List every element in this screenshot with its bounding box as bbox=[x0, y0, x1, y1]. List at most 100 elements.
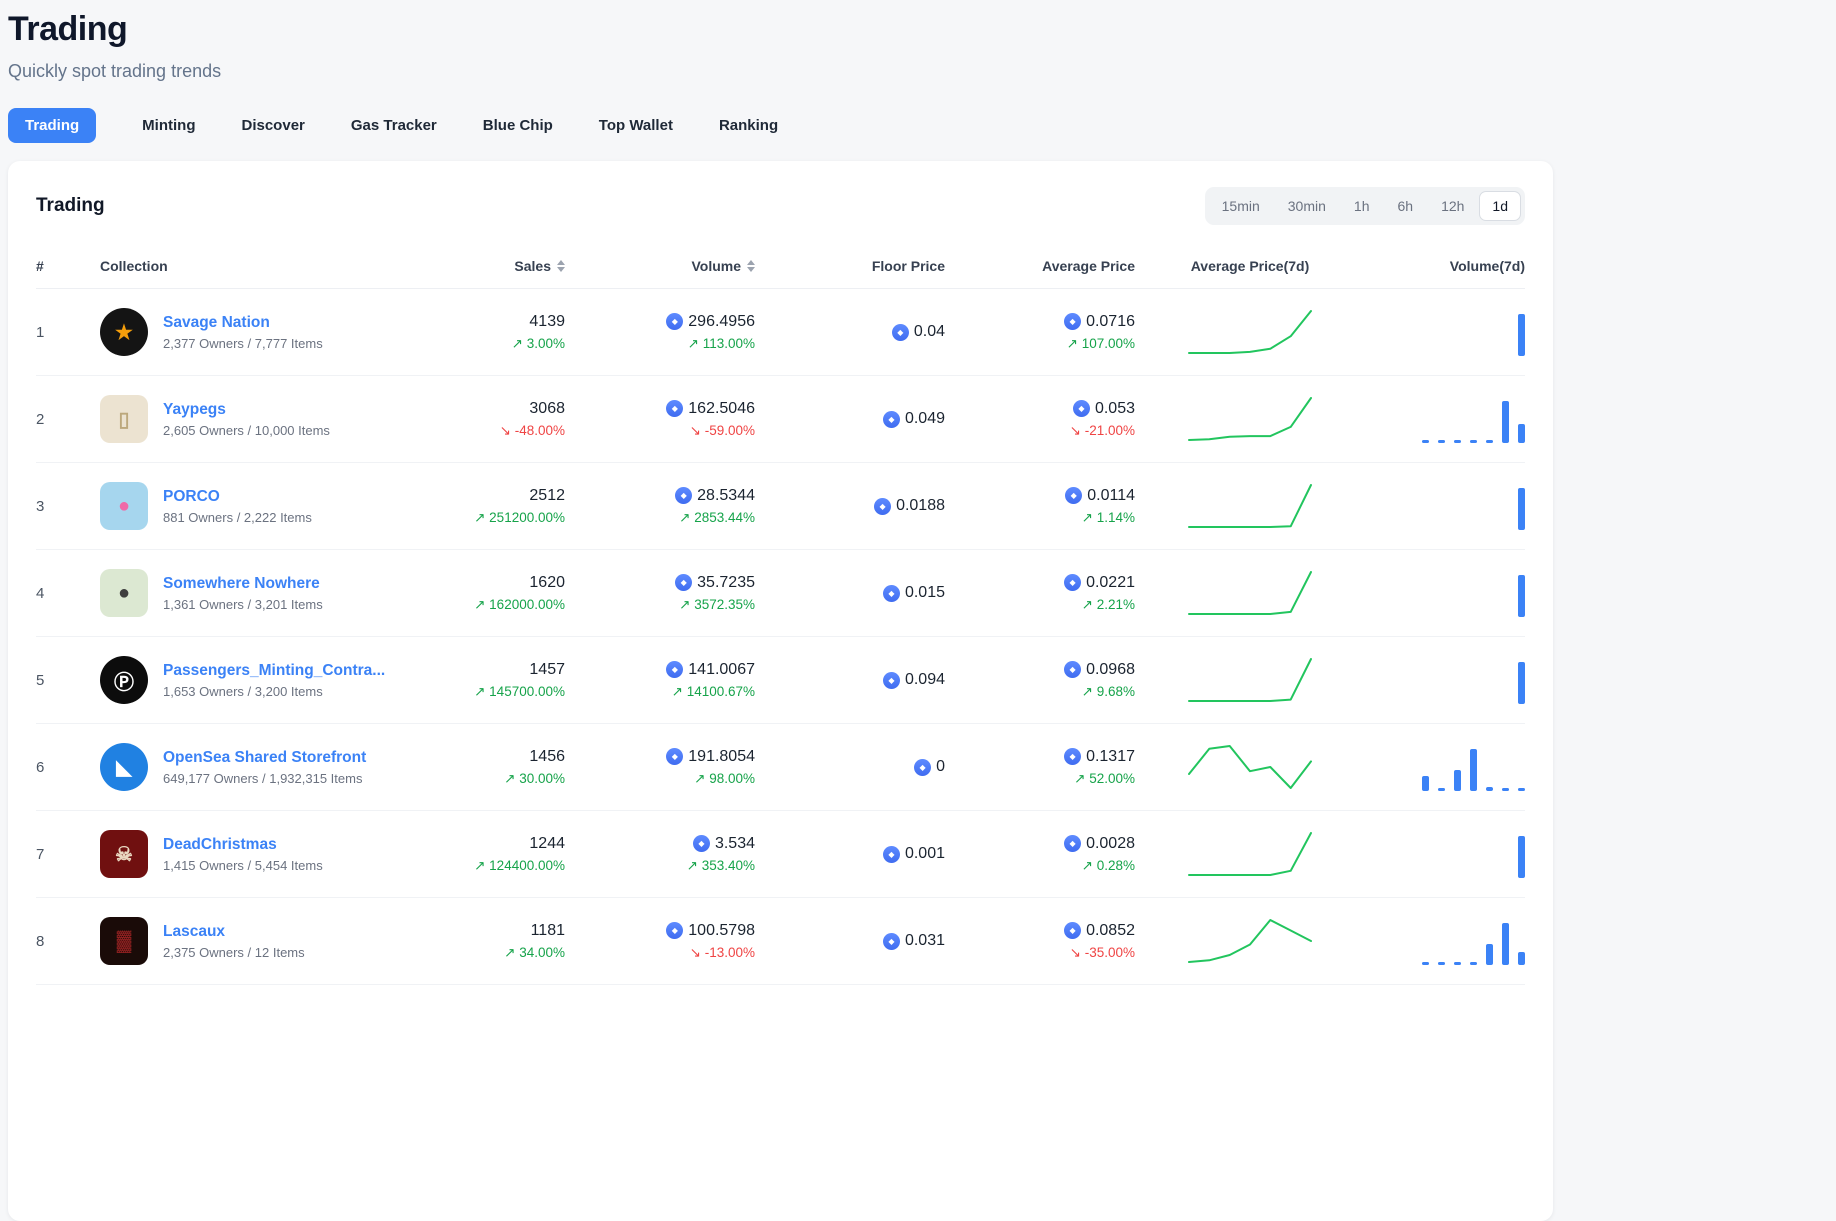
trend-up-icon: ↗ bbox=[474, 683, 490, 699]
volume-value: ◆ 162.5046 bbox=[666, 400, 755, 418]
table-row: 7 ☠ DeadChristmas 1,415 Owners / 5,454 Item… bbox=[36, 811, 1525, 898]
collection-link[interactable]: DeadChristmas bbox=[163, 835, 277, 853]
trading-card: Trading 15min 30min 1h 6h 12h 1d # Collection S… bbox=[8, 161, 1553, 1221]
average-price-change: ↘ -35.00% bbox=[1069, 944, 1135, 960]
collection-link[interactable]: Somewhere Nowhere bbox=[163, 574, 320, 592]
collection-avatar[interactable]: ★ bbox=[100, 308, 148, 356]
tab-discover[interactable]: Discover bbox=[242, 108, 305, 143]
time-range-30min[interactable]: 30min bbox=[1275, 191, 1339, 221]
eth-icon: ◆ bbox=[666, 661, 684, 678]
collection-meta: 2,377 Owners / 7,777 Items bbox=[163, 335, 323, 351]
volume-bar bbox=[1470, 962, 1477, 965]
average-price-change: ↗ 2.21% bbox=[1081, 596, 1135, 612]
volume-value: ◆ 191.8054 bbox=[666, 748, 755, 766]
volume-change: ↘ -59.00% bbox=[689, 422, 755, 438]
collection-avatar[interactable]: ▯ bbox=[100, 395, 148, 443]
volume-bar-slot bbox=[1486, 944, 1493, 965]
floor-price-value: ◆ 0.094 bbox=[882, 671, 945, 689]
trend-up-icon: ↗ bbox=[1074, 770, 1090, 786]
average-price-7d-sparkline bbox=[1135, 916, 1365, 966]
average-price-value: ◆ 0.1317 bbox=[1064, 748, 1135, 766]
volume-7d-bars bbox=[1365, 743, 1525, 791]
eth-icon: ◆ bbox=[882, 671, 900, 689]
volume-bar-slot bbox=[1438, 788, 1445, 791]
tab-gas-tracker[interactable]: Gas Tracker bbox=[351, 108, 437, 143]
time-range-1d[interactable]: 1d bbox=[1479, 191, 1521, 221]
sales-change: ↗ 251200.00% bbox=[474, 509, 565, 525]
average-price-change: ↗ 9.68% bbox=[1081, 683, 1135, 699]
collection-avatar[interactable]: ● bbox=[100, 569, 148, 617]
time-range-12h[interactable]: 12h bbox=[1428, 191, 1477, 221]
collection-link[interactable]: OpenSea Shared Storefront bbox=[163, 748, 367, 766]
tab-trading[interactable]: Trading bbox=[8, 108, 97, 143]
column-header-collection: Collection bbox=[100, 258, 420, 274]
collection-avatar[interactable]: ☠ bbox=[100, 830, 148, 878]
trend-up-icon: ↗ bbox=[474, 509, 490, 525]
collection-link[interactable]: Passengers_Minting_Contra... bbox=[163, 661, 386, 679]
collection-link[interactable]: Yaypegs bbox=[163, 400, 226, 418]
trend-up-icon: ↗ bbox=[671, 683, 687, 699]
volume-bar bbox=[1486, 944, 1493, 965]
volume-bar-slot bbox=[1518, 575, 1525, 617]
trend-down-icon: ↘ bbox=[689, 944, 705, 960]
average-price-change: ↘ -21.00% bbox=[1069, 422, 1135, 438]
volume-bar-slot bbox=[1470, 440, 1477, 443]
eth-icon: ◆ bbox=[666, 400, 684, 417]
column-header-volume[interactable]: Volume bbox=[565, 258, 755, 274]
collection-link[interactable]: Savage Nation bbox=[163, 313, 270, 331]
volume-change: ↗ 3572.35% bbox=[679, 596, 755, 612]
eth-icon: ◆ bbox=[891, 323, 909, 341]
collection-link[interactable]: PORCO bbox=[163, 487, 220, 505]
average-price-value: ◆ 0.0852 bbox=[1064, 922, 1135, 940]
collection-meta: 1,361 Owners / 3,201 Items bbox=[163, 596, 323, 612]
column-header-label: Collection bbox=[100, 257, 168, 274]
card-title: Trading bbox=[36, 195, 105, 216]
volume-bar bbox=[1518, 575, 1525, 617]
tab-top-wallet[interactable]: Top Wallet bbox=[599, 108, 673, 143]
sales-change: ↗ 124400.00% bbox=[474, 857, 565, 873]
average-price-7d-sparkline bbox=[1135, 481, 1365, 531]
eth-icon: ◆ bbox=[874, 497, 892, 515]
average-price-7d-sparkline bbox=[1135, 394, 1365, 444]
volume-bar bbox=[1486, 786, 1493, 791]
eth-icon: ◆ bbox=[675, 574, 693, 591]
trend-up-icon: ↗ bbox=[511, 335, 527, 351]
floor-price-value: ◆ 0.001 bbox=[882, 845, 945, 863]
volume-bar-slot bbox=[1438, 440, 1445, 443]
collection-meta: 1,653 Owners / 3,200 Items bbox=[163, 683, 323, 699]
tab-ranking[interactable]: Ranking bbox=[719, 108, 778, 143]
volume-bar bbox=[1454, 770, 1461, 791]
sort-icon[interactable] bbox=[557, 259, 565, 272]
volume-bar bbox=[1470, 440, 1477, 443]
trend-up-icon: ↗ bbox=[1066, 335, 1082, 351]
average-price-value: ◆ 0.053 bbox=[1072, 400, 1135, 418]
volume-bar bbox=[1518, 488, 1525, 530]
volume-change: ↗ 113.00% bbox=[687, 335, 755, 351]
column-header-sales[interactable]: Sales bbox=[420, 258, 565, 274]
collection-avatar[interactable]: ◣ bbox=[100, 743, 148, 791]
floor-price-value: ◆ 0.049 bbox=[882, 410, 945, 428]
trend-up-icon: ↗ bbox=[687, 335, 703, 351]
sales-change: ↘ -48.00% bbox=[499, 422, 565, 438]
collection-avatar[interactable]: ● bbox=[100, 482, 148, 530]
collection-avatar[interactable]: ▓ bbox=[100, 917, 148, 965]
collection-link[interactable]: Lascaux bbox=[163, 922, 226, 940]
volume-bar-slot bbox=[1518, 787, 1525, 791]
volume-7d-bars bbox=[1365, 308, 1525, 356]
volume-bar bbox=[1518, 424, 1525, 443]
eth-icon: ◆ bbox=[914, 758, 932, 776]
eth-icon: ◆ bbox=[666, 922, 684, 939]
volume-bar bbox=[1518, 836, 1525, 878]
trend-down-icon: ↘ bbox=[1069, 422, 1085, 438]
time-range-6h[interactable]: 6h bbox=[1384, 191, 1426, 221]
trend-down-icon: ↘ bbox=[499, 422, 515, 438]
collection-avatar[interactable]: Ⓟ bbox=[100, 656, 148, 704]
sort-icon[interactable] bbox=[747, 259, 755, 272]
collection-meta: 1,415 Owners / 5,454 Items bbox=[163, 857, 323, 873]
time-range-15min[interactable]: 15min bbox=[1209, 191, 1273, 221]
tab-minting[interactable]: Minting bbox=[142, 108, 195, 143]
eth-icon: ◆ bbox=[666, 748, 684, 765]
time-range-1h[interactable]: 1h bbox=[1341, 191, 1383, 221]
collection-meta: 2,605 Owners / 10,000 Items bbox=[163, 422, 330, 438]
tab-blue-chip[interactable]: Blue Chip bbox=[483, 108, 553, 143]
